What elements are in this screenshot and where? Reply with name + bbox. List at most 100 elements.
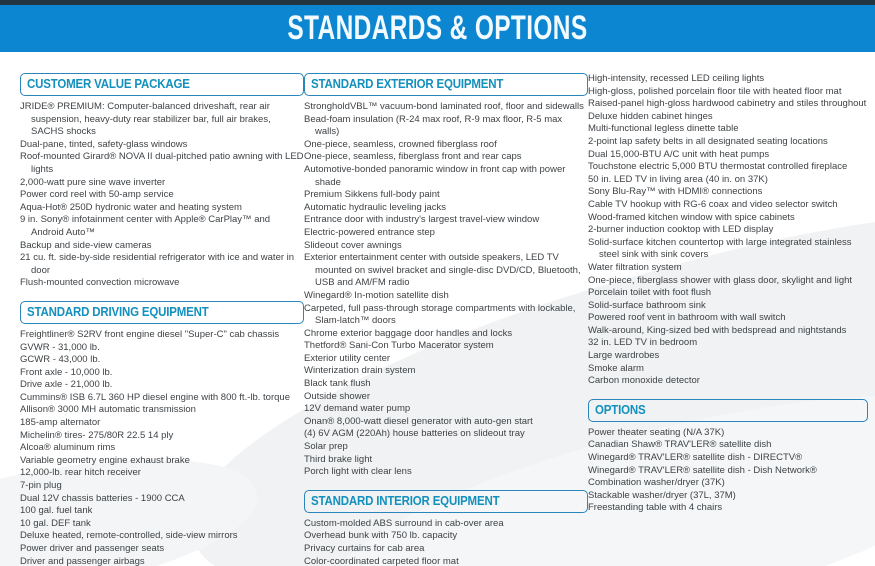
spec-item: Power cord reel with 50-amp service [20, 189, 174, 201]
spec-item: Premium Sikkens full-body paint [304, 189, 440, 201]
spec-item: Alcoa® aluminum rims [20, 442, 116, 454]
spec-item: Exterior entertainment center with outsi… [304, 252, 581, 289]
spec-item: 2-point lap safety belts in all designat… [588, 135, 828, 147]
section-header-label: CUSTOMER VALUE PACKAGE [27, 77, 190, 91]
section: CUSTOMER VALUE PACKAGE JRIDE® PREMIUM: Co… [20, 73, 304, 290]
spec-item: Porcelain toilet with foot flush [588, 287, 712, 299]
spec-item: Wood-framed kitchen window with spice ca… [588, 211, 795, 223]
spec-item: Entrance door with industry's largest tr… [304, 214, 540, 226]
spec-item: Overhead bunk with 750 lb. capacity [304, 530, 458, 542]
spec-item: Aqua-Hot® 250D hydronic water and heatin… [20, 201, 242, 213]
spec-item: Solar prep [304, 441, 348, 453]
spec-item: Solid-surface bathroom sink [588, 299, 706, 311]
spec-item: Winterization drain system [304, 365, 416, 377]
spec-item: Touchstone electric 5,000 BTU thermostat… [588, 161, 848, 173]
section: OPTIONS Power theater seating (N/A 37K) Ca… [588, 398, 868, 515]
spec-item: One-piece, seamless, crowned fiberglass … [304, 138, 497, 150]
spec-item: Color-coordinated carpeted floor mat [304, 555, 459, 566]
spec-item: 7-pin plug [20, 480, 62, 492]
spec-item: 21 cu. ft. side-by-side residential refr… [20, 252, 295, 276]
section-header: STANDARD EXTERIOR EQUIPMENT [304, 73, 588, 96]
spec-item: Multi-functional legless dinette table [588, 123, 739, 135]
spec-item: Front axle - 10,000 lb. [20, 366, 113, 378]
spec-item: Automotive-bonded panoramic window in fr… [304, 163, 566, 188]
spec-item: 185-amp alternator [20, 417, 101, 429]
spec-item: Michelin® tires- 275/80R 22.5 14 ply [20, 429, 174, 441]
spec-item: Solid-surface kitchen countertop with la… [588, 236, 852, 261]
spec-item: Dual 15,000-BTU A/C unit with heat pumps [588, 148, 770, 160]
spec-item: Large wardrobes [588, 350, 660, 362]
spec-item: Outside shower [304, 390, 371, 402]
section: STANDARD INTERIOR EQUIPMENT Custom-molded… [304, 489, 588, 566]
spec-item: 2,000-watt pure sine wave inverter [20, 176, 166, 188]
spec-item: Exterior utility center [304, 352, 391, 364]
section-header-label: STANDARD DRIVING EQUIPMENT [27, 304, 209, 319]
spec-item: Slideout cover awnings [304, 239, 402, 251]
spec-item: Deluxe heated, remote-controlled, side-v… [20, 530, 238, 542]
spec-item: Third brake light [304, 453, 373, 465]
spec-item: Variable geometry engine exhaust brake [20, 454, 190, 466]
section-header: OPTIONS [588, 398, 868, 422]
spec-item: Driver and passenger airbags [20, 555, 145, 566]
spec-item: Onan® 8,000-watt diesel generator with a… [304, 415, 533, 427]
spec-item: 9 in. Sony® infotainment center with App… [20, 214, 271, 238]
column-center: STANDARD EXTERIOR EQUIPMENT StrongholdVBL… [304, 73, 588, 566]
spec-item: Backup and side-view cameras [20, 239, 152, 251]
column-left: CUSTOMER VALUE PACKAGE JRIDE® PREMIUM: Co… [20, 73, 304, 566]
section-header: STANDARD DRIVING EQUIPMENT [20, 300, 304, 324]
spec-item: High-gloss, polished porcelain floor til… [588, 85, 842, 97]
spec-item: Carpeted, full pass-through storage comp… [304, 302, 576, 327]
spec-item: Black tank flush [304, 378, 371, 390]
spec-item: 50 in. LED TV in living area (40 in. on … [588, 173, 768, 185]
spec-item: StrongholdVBL™ vacuum-bond laminated roo… [304, 101, 584, 112]
top-strip [0, 0, 875, 5]
spec-item: Winegard® TRAV'LER® satellite dish - DIR… [588, 452, 803, 464]
spec-item: 10 gal. DEF tank [20, 517, 91, 529]
page-title: STANDARDS & OPTIONS [287, 8, 588, 48]
spec-item: (4) 6V AGM (220Ah) house batteries on sl… [304, 428, 525, 440]
spec-item: Electric-powered entrance step [304, 226, 435, 238]
spec-item: Combination washer/dryer (37K) [588, 477, 725, 489]
spec-item: 12V demand water pump [304, 403, 411, 415]
spec-item: Powered roof vent in bathroom with wall … [588, 312, 786, 324]
spec-item: Roof-mounted Girard® NOVA II dual-pitche… [20, 151, 304, 175]
spec-item: JRIDE® PREMIUM: Computer-balanced drives… [20, 101, 271, 138]
spec-item: GVWR - 31,000 lb. [20, 341, 100, 353]
header-banner: STANDARDS & OPTIONS [0, 5, 875, 52]
spec-item: One-piece, seamless, fiberglass front an… [304, 151, 522, 163]
section: High-intensity, recessed LED ceiling lig… [588, 73, 868, 388]
section-header-label: OPTIONS [595, 402, 646, 417]
spec-item: Canadian Shaw® TRAV'LER® satellite dish [588, 439, 772, 451]
section-header: STANDARD INTERIOR EQUIPMENT [304, 489, 588, 513]
spec-item: Privacy curtains for cab area [304, 543, 425, 554]
section: STANDARD DRIVING EQUIPMENT Freightliner® … [20, 300, 304, 566]
spec-item: Custom-molded ABS surround in cab-over a… [304, 517, 504, 529]
spec-item: 100 gal. fuel tank [20, 505, 93, 517]
spec-item: Smoke alarm [588, 362, 644, 374]
spec-item: 2-burner induction cooktop with LED disp… [588, 224, 774, 236]
spec-item: Walk-around, King-sized bed with bedspre… [588, 324, 847, 336]
spec-item: 32 in. LED TV in bedroom [588, 337, 698, 349]
section: STANDARD EXTERIOR EQUIPMENT StrongholdVBL… [304, 73, 588, 479]
spec-item: Automatic hydraulic leveling jacks [304, 201, 447, 213]
spec-item: Drive axle - 21,000 lb. [20, 379, 113, 391]
spec-item: Bead-foam insulation (R-24 max roof, R-9… [304, 113, 563, 138]
spec-item: Freestanding table with 4 chairs [588, 502, 723, 514]
spec-item: Raised-panel high-gloss hardwood cabinet… [588, 98, 867, 110]
section-header-label: STANDARD INTERIOR EQUIPMENT [311, 493, 500, 508]
spec-item: Chrome exterior baggage door handles and… [304, 327, 513, 339]
spec-item: Deluxe hidden cabinet hinges [588, 110, 713, 122]
spec-item: Sony Blu-Ray™ with HDMI® connections [588, 186, 763, 198]
spec-item: Cummins® ISB 6.7L 360 HP diesel engine w… [20, 391, 290, 403]
spec-item: Stackable washer/dryer (37L, 37M) [588, 489, 736, 501]
section-header-label: STANDARD EXTERIOR EQUIPMENT [311, 77, 504, 91]
spec-item: GCWR - 43,000 lb. [20, 354, 101, 366]
spec-item: Thetford® Sani-Con Turbo Macerator syste… [304, 340, 494, 352]
spec-item: Carbon monoxide detector [588, 375, 700, 387]
spec-item: Flush-mounted convection microwave [20, 277, 180, 289]
spec-item: Dual 12V chassis batteries - 1900 CCA [20, 492, 185, 504]
section-header: CUSTOMER VALUE PACKAGE [20, 73, 304, 96]
spec-item: Dual-pane, tinted, safety-glass windows [20, 138, 188, 150]
spec-item: Power driver and passenger seats [20, 543, 165, 554]
